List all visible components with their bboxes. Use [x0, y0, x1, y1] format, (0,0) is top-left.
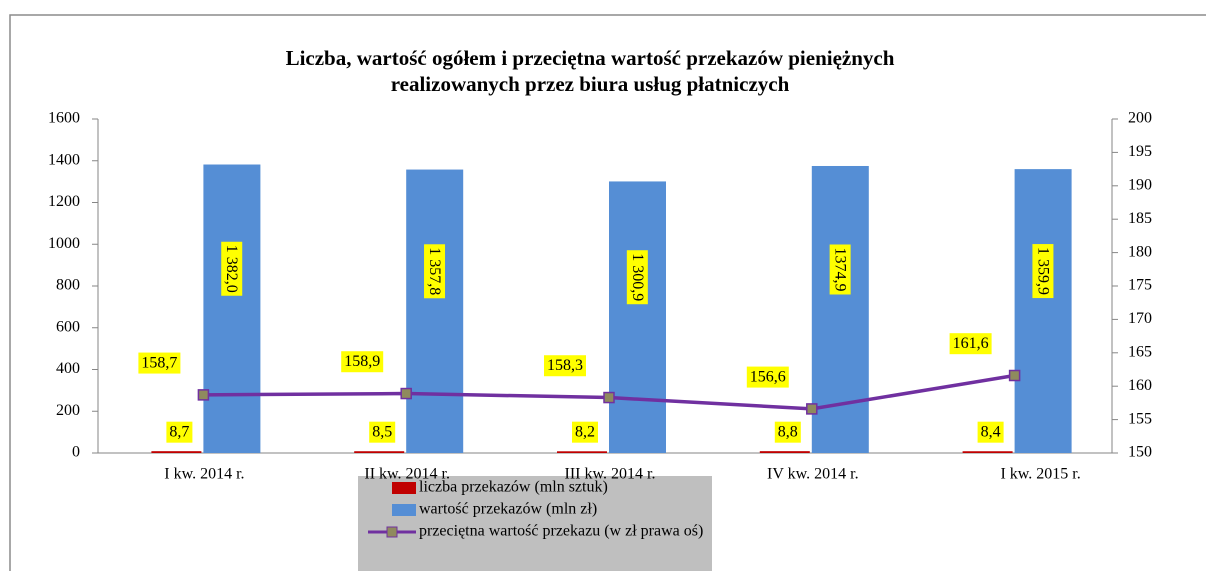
data-label-text: 1 300,9: [629, 253, 646, 301]
line-marker: [806, 403, 818, 415]
y2-tick-label: 170: [1128, 310, 1152, 327]
data-label-bg: [369, 421, 396, 443]
legend-label: liczba przekazów (mln sztuk): [419, 479, 608, 496]
data-label: 156,6: [746, 366, 789, 388]
x-tick-label: I kw. 2014 r.: [164, 466, 244, 483]
y2-tick-label: 200: [1128, 110, 1152, 127]
legend-swatch: [392, 504, 416, 516]
y2-tick-label: 185: [1128, 210, 1152, 227]
data-label: 1 300,9: [626, 250, 648, 305]
data-label-text: 161,6: [953, 335, 989, 352]
data-label: 1 359,9: [1032, 244, 1054, 299]
data-label-text: 1 382,0: [223, 245, 240, 293]
data-label-bg: [572, 421, 598, 443]
legend-label: wartość przekazów (mln zł): [419, 501, 597, 518]
data-label-text: 8,8: [778, 424, 798, 441]
data-label-text: 158,7: [141, 355, 177, 372]
bar: [609, 181, 666, 453]
y-tick-label: 200: [56, 402, 80, 419]
data-label-bg: [977, 421, 1004, 443]
chart-title: realizowanych przez biura usług płatnicz…: [391, 72, 790, 96]
y2-tick-label: 160: [1128, 377, 1152, 394]
y-tick-label: 800: [56, 277, 80, 294]
y2-tick-label: 150: [1128, 444, 1152, 461]
y-tick-label: 400: [56, 360, 80, 377]
y2-tick-label: 175: [1128, 277, 1152, 294]
y2-tick-label: 155: [1128, 410, 1152, 427]
data-label: 158,9: [341, 351, 384, 373]
data-label: 1 357,8: [424, 244, 446, 299]
data-label-bg: [166, 421, 193, 443]
data-label-text: 8,4: [981, 424, 1001, 441]
bar: [354, 451, 405, 453]
data-label: 8,5: [369, 421, 396, 443]
line-marker: [400, 387, 412, 400]
legend-box: [358, 476, 712, 571]
data-label-bg: [626, 250, 648, 305]
y-tick-label: 1000: [48, 235, 80, 252]
data-label-bg: [829, 244, 851, 295]
data-label-text: 156,6: [750, 369, 786, 386]
y2-tick-label: 180: [1128, 243, 1152, 260]
data-label-text: 158,9: [344, 353, 380, 370]
data-label: 8,4: [977, 421, 1004, 443]
data-label-text: 8,2: [575, 424, 595, 441]
line-marker: [197, 389, 210, 401]
data-label-text: 1 359,9: [1034, 247, 1051, 295]
data-label-text: 1 357,8: [426, 247, 443, 295]
bar: [406, 169, 464, 453]
bar: [151, 451, 202, 453]
data-label-bg: [221, 241, 243, 296]
data-label-bg: [949, 333, 992, 355]
bar: [759, 451, 810, 453]
bar: [557, 451, 607, 453]
line-marker: [603, 391, 615, 404]
x-tick-label: IV kw. 2014 r.: [767, 466, 859, 483]
y-tick-label: 1200: [48, 193, 80, 210]
data-label: 158,3: [544, 355, 586, 377]
x-tick-label: II kw. 2014 r.: [364, 466, 450, 483]
data-label-text: 158,3: [547, 357, 583, 374]
data-label-text: 1374,9: [832, 247, 849, 291]
bar: [962, 451, 1013, 453]
data-label-text: 8,7: [169, 424, 189, 441]
legend-marker: [386, 526, 398, 538]
legend-swatch: [392, 482, 416, 494]
data-label-bg: [544, 355, 586, 377]
bar: [1014, 169, 1072, 453]
y-tick-label: 0: [72, 444, 80, 461]
legend-label: przeciętna wartość przekazu (w zł prawa …: [419, 523, 703, 540]
data-label-text: 8,5: [372, 424, 392, 441]
data-label: 8,8: [774, 421, 801, 443]
data-label: 1 382,0: [221, 241, 243, 296]
data-label-bg: [774, 421, 801, 443]
x-tick-label: I kw. 2015 r.: [1000, 466, 1080, 483]
chart-title: Liczba, wartość ogółem i przeciętna wart…: [286, 46, 895, 70]
data-label: 161,6: [949, 333, 992, 355]
data-label-bg: [1032, 244, 1054, 299]
data-label-bg: [746, 366, 789, 388]
data-label: 1374,9: [829, 244, 851, 295]
y2-tick-label: 190: [1128, 176, 1152, 193]
bar: [203, 164, 261, 453]
data-label: 158,7: [138, 352, 181, 374]
y-tick-label: 1600: [48, 110, 80, 127]
y2-tick-label: 195: [1128, 143, 1152, 160]
data-label-bg: [424, 244, 446, 299]
bar: [811, 165, 869, 453]
data-label-bg: [341, 351, 384, 373]
data-label-bg: [138, 352, 181, 374]
y-tick-label: 1400: [48, 151, 80, 168]
x-tick-label: III kw. 2014 r.: [565, 466, 656, 483]
data-label: 8,7: [166, 421, 193, 443]
line-marker: [1008, 369, 1021, 382]
y-tick-label: 600: [56, 318, 80, 335]
y2-tick-label: 165: [1128, 343, 1152, 360]
data-label: 8,2: [572, 421, 598, 443]
